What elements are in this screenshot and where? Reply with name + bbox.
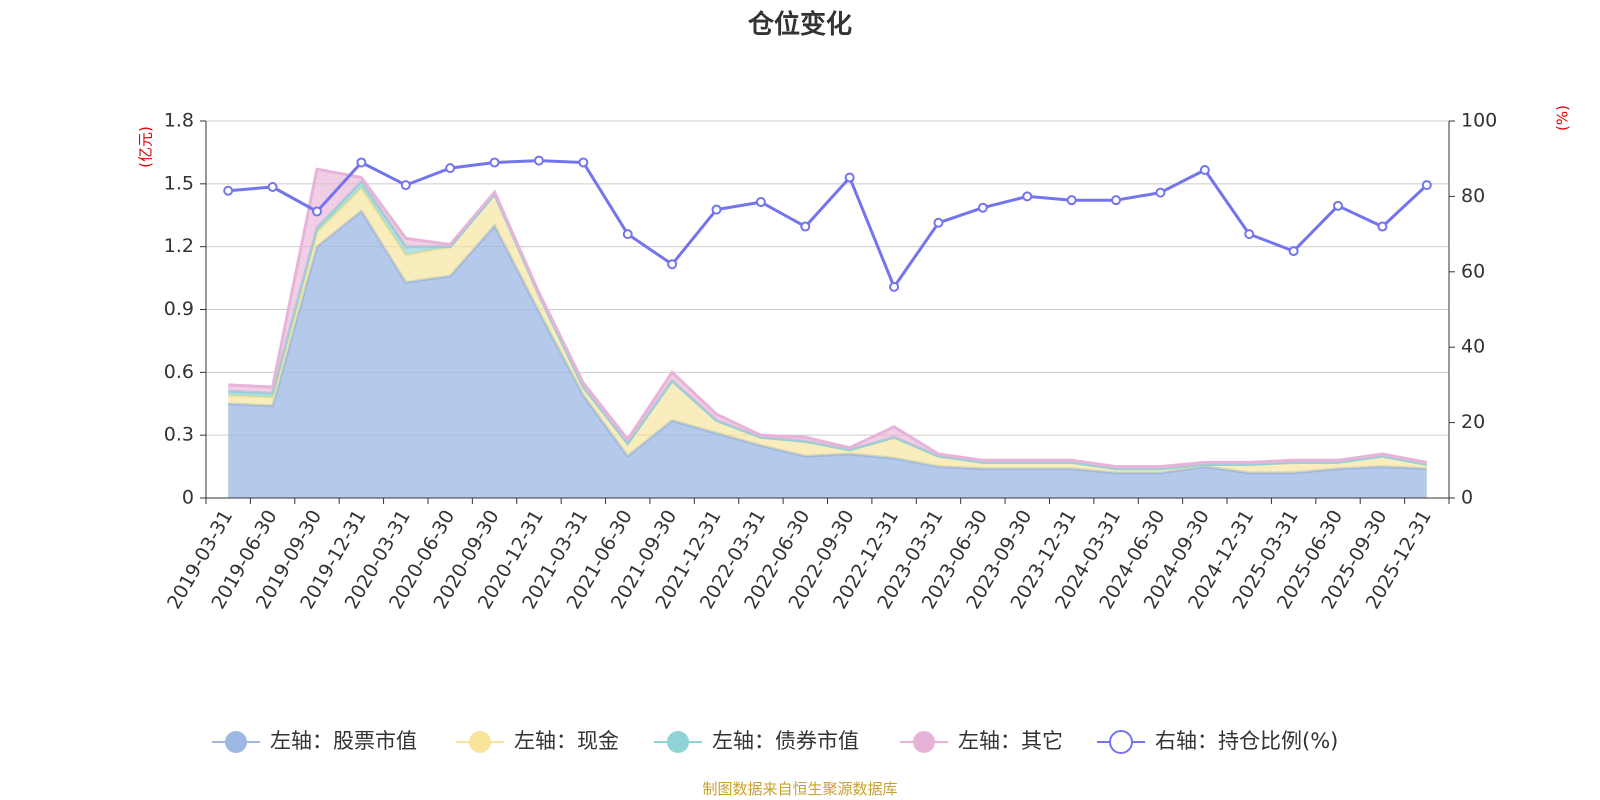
legend-item: 左轴：现金 bbox=[456, 729, 619, 753]
right-axis-tick-label: 0 bbox=[1461, 487, 1473, 509]
ratio-point bbox=[533, 155, 544, 166]
legend-label: 左轴：股票市值 bbox=[270, 729, 417, 753]
legend-item: 右轴：持仓比例(%) bbox=[1097, 729, 1338, 754]
right-axis-unit: (%) bbox=[1554, 105, 1572, 131]
left-axis-tick-label: 0.3 bbox=[164, 424, 194, 446]
ratio-point bbox=[223, 185, 234, 196]
ratio-point bbox=[755, 197, 766, 208]
legend-swatch-marker bbox=[667, 731, 689, 753]
ratio-point bbox=[1111, 195, 1122, 206]
ratio-line bbox=[228, 159, 1428, 289]
ratio-point bbox=[356, 157, 367, 168]
ratio-point bbox=[445, 163, 456, 174]
ratio-point bbox=[667, 259, 678, 270]
ratio-point bbox=[1333, 200, 1344, 211]
legend-swatch-marker bbox=[469, 731, 491, 753]
ratio-point bbox=[933, 217, 944, 228]
area-layer bbox=[228, 167, 1428, 498]
ratio-point bbox=[1377, 221, 1388, 232]
area-series-1 bbox=[228, 211, 1427, 498]
ratio-point bbox=[1421, 180, 1432, 191]
legend-label: 左轴：债券市值 bbox=[712, 729, 859, 753]
ratio-point bbox=[311, 206, 322, 217]
ratio-line-layer bbox=[223, 155, 1432, 292]
left-axis-tick-label: 0.9 bbox=[164, 298, 194, 320]
ratio-point bbox=[1288, 246, 1299, 257]
ratio-point bbox=[1244, 229, 1255, 240]
ratio-point bbox=[1155, 187, 1166, 198]
legend-label: 右轴：持仓比例(%) bbox=[1155, 729, 1338, 753]
ratio-point bbox=[844, 172, 855, 183]
right-axis-tick-label: 80 bbox=[1461, 185, 1485, 207]
ratio-point bbox=[267, 181, 278, 192]
ratio-point bbox=[889, 281, 900, 292]
ratio-point bbox=[400, 180, 411, 191]
legend-swatch-marker bbox=[225, 731, 247, 753]
chart-title: 仓位变化 bbox=[747, 9, 852, 40]
ratio-point bbox=[578, 157, 589, 168]
right-axis-tick-label: 60 bbox=[1461, 260, 1485, 282]
data-source-note: 制图数据来自恒生聚源数据库 bbox=[702, 780, 897, 798]
legend-label: 左轴：其它 bbox=[958, 729, 1063, 753]
right-axis-tick-label: 100 bbox=[1461, 110, 1497, 132]
ratio-point bbox=[1199, 165, 1210, 176]
legend-swatch-marker bbox=[1109, 730, 1133, 754]
ratio-point bbox=[622, 229, 633, 240]
left-axis-tick-label: 0.6 bbox=[164, 361, 194, 383]
left-axis-unit: (亿元) bbox=[137, 126, 155, 168]
right-axis-tick-label: 40 bbox=[1461, 336, 1485, 358]
ratio-point bbox=[977, 202, 988, 213]
ratio-point bbox=[1066, 195, 1077, 206]
legend-item: 左轴：股票市值 bbox=[212, 729, 417, 753]
ratio-point bbox=[489, 157, 500, 168]
right-axis-tick-label: 20 bbox=[1461, 411, 1485, 433]
area-series-4-edge bbox=[228, 167, 1428, 469]
ratio-point bbox=[711, 204, 722, 215]
legend: 左轴：股票市值 左轴：现金 左轴：债券市值 左轴：其它 右轴：持仓比例(%) bbox=[212, 729, 1338, 754]
left-axis-tick-label: 1.8 bbox=[164, 110, 194, 132]
ratio-point bbox=[1022, 191, 1033, 202]
left-axis-tick-label: 0 bbox=[182, 487, 194, 509]
legend-item: 左轴：债券市值 bbox=[654, 729, 859, 753]
legend-label: 左轴：现金 bbox=[514, 729, 619, 753]
left-axis-tick-label: 1.5 bbox=[164, 172, 194, 194]
ratio-point bbox=[800, 221, 811, 232]
left-axis-tick-label: 1.2 bbox=[164, 235, 194, 257]
legend-swatch-marker bbox=[913, 731, 935, 753]
legend-item: 左轴：其它 bbox=[900, 729, 1063, 753]
area-series-2 bbox=[228, 188, 1427, 473]
